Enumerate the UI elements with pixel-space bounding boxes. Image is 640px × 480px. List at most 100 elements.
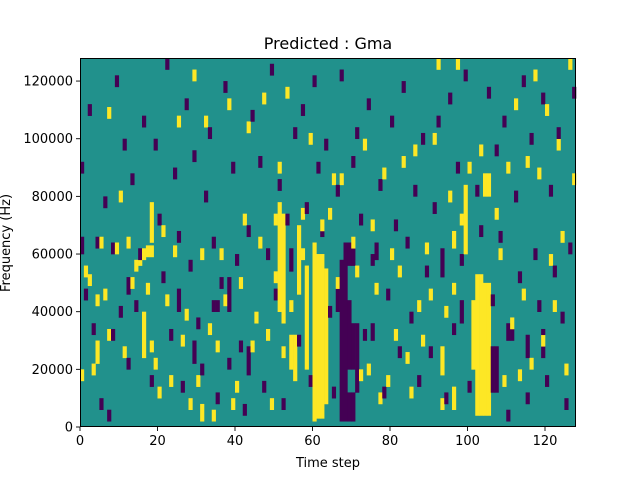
heatmap-cell-low [374, 242, 379, 261]
heatmap-cell-low [223, 81, 228, 93]
heatmap-cell-high [479, 144, 484, 157]
heatmap-cell-low [455, 161, 461, 174]
heatmap-cell-low [525, 392, 530, 405]
heatmap-cell-high [134, 259, 139, 272]
heatmap-cell-high [107, 328, 112, 341]
heatmap-cell-high [138, 259, 143, 266]
heatmap-cell-high [568, 58, 573, 70]
heatmap-cell-high [502, 375, 507, 387]
heatmap-cell-low [428, 346, 433, 359]
heatmap-cells [80, 58, 577, 422]
heatmap-cell-high [99, 236, 104, 249]
heatmap-cell-high [486, 173, 492, 197]
heatmap-cell-low [204, 190, 209, 203]
heatmap-cell-high [235, 380, 240, 393]
heatmap-cell-low [490, 346, 495, 393]
heatmap-cell-low [335, 184, 340, 197]
heatmap-cell-low [541, 346, 546, 359]
heatmap-cell-high [374, 282, 379, 295]
heatmap-cell-high [80, 369, 85, 382]
heatmap-cell-high [405, 352, 410, 364]
heatmap-cell-low [316, 161, 321, 174]
heatmap-cell-high [308, 132, 313, 145]
heatmap-cell-low [297, 334, 302, 347]
heatmap-cell-low [529, 132, 534, 145]
heatmap-cell-low [335, 288, 340, 312]
heatmap-cell-high [401, 156, 406, 168]
heatmap-cell-low [142, 115, 147, 128]
heatmap-cell-high [142, 248, 147, 261]
heatmap-cell-high [475, 274, 480, 416]
heatmap-cell-high [165, 294, 170, 307]
heatmap-cell-high [281, 346, 286, 359]
heatmap-cell-high [572, 173, 577, 186]
heatmap-cell-high [149, 340, 154, 353]
heatmap-cell-low [188, 259, 193, 272]
heatmap-cell-high [184, 308, 189, 321]
heatmap-cell-high [114, 242, 120, 255]
heatmap-cell-high [541, 334, 546, 347]
heatmap-cell-low [545, 375, 550, 387]
heatmap-cell-high [215, 340, 220, 353]
heatmap-cell-high [552, 300, 557, 312]
heatmap-cell-high [533, 69, 538, 82]
heatmap-cell-low [266, 248, 271, 261]
heatmap-cell-low [351, 248, 356, 266]
heatmap-cell-high [452, 230, 457, 249]
heatmap-cell-low [370, 254, 375, 266]
heatmap-cell-low [184, 98, 189, 111]
heatmap-cell-low [293, 127, 298, 140]
heatmap-cell-low [498, 230, 503, 243]
heatmap-cell-low [200, 363, 205, 376]
heatmap-cell-low [242, 403, 247, 416]
heatmap-cell-high [200, 248, 205, 261]
heatmap-cell-high [285, 86, 290, 99]
y-tick-label: 0 [65, 421, 73, 436]
heatmap-cell-low [432, 202, 437, 214]
heatmap-cell-low [114, 75, 120, 88]
heatmap-cell-low [510, 328, 515, 341]
heatmap-cell-low [506, 409, 511, 422]
heatmap-cell-low [475, 184, 480, 197]
heatmap-cell-high [192, 69, 197, 82]
heatmap-cell-low [87, 104, 92, 116]
heatmap-cell-low [537, 300, 542, 312]
heatmap-cell-low [215, 300, 220, 312]
heatmap-cell-low [517, 271, 523, 284]
heatmap-cell-low [448, 92, 453, 105]
heatmap-cell-high [126, 236, 131, 249]
heatmap-cell-low [289, 248, 294, 272]
heatmap-cell-low [397, 346, 402, 359]
heatmap-cell-high [293, 334, 298, 382]
y-tick-label: 20000 [32, 363, 73, 378]
heatmap-cell-high [153, 357, 158, 370]
heatmap-cell-low [541, 328, 546, 336]
heatmap-cell-high [95, 340, 100, 364]
heatmap-cell-low [238, 340, 244, 353]
heatmap-cell-low [180, 380, 185, 393]
heatmap-cell-high [289, 300, 294, 312]
heatmap-cell-high [459, 213, 464, 226]
heatmap-cell-low [339, 69, 344, 82]
heatmap-cell-low [134, 300, 139, 312]
y-axis-ticks: 0 20000 40000 60000 80000 100000 120000 [23, 75, 80, 436]
heatmap-cell-high [393, 328, 399, 341]
heatmap-cell-high [432, 132, 437, 145]
heatmap-cell-high [467, 161, 472, 174]
heatmap-cell-low [273, 288, 278, 301]
heatmap-cell-low [192, 340, 197, 364]
heatmap-cell-high [483, 173, 488, 197]
heatmap-cell-low [347, 300, 352, 370]
heatmap-cell-high [204, 115, 209, 128]
heatmap-cell-high [211, 409, 216, 422]
heatmap-cell-high [262, 92, 267, 105]
heatmap-cell-high [149, 202, 154, 243]
heatmap-cell-high [320, 254, 325, 419]
heatmap-cell-high [452, 282, 457, 295]
heatmap-cell-low [405, 236, 410, 249]
heatmap-cell-low [351, 392, 356, 422]
heatmap-cell-high [254, 311, 259, 324]
heatmap-cell-low [479, 225, 484, 238]
heatmap-cell-high [514, 98, 519, 111]
heatmap-cell-high [231, 398, 236, 410]
